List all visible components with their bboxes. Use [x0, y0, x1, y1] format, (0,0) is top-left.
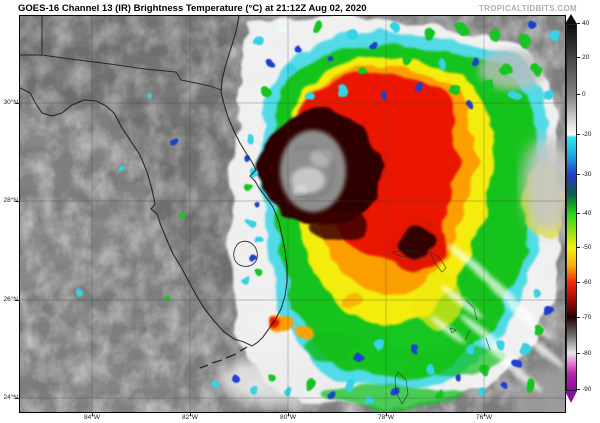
page-title: GOES-16 Channel 13 (IR) Brightness Tempe…: [18, 3, 367, 14]
colorbar-arrow-top: [565, 14, 577, 24]
lon-tick: [92, 412, 93, 416]
colorbar-tick-m80: -80: [576, 350, 592, 357]
lon-tick: [484, 412, 485, 416]
colorbar-tick-20: 20: [576, 54, 590, 61]
lat-lon-grid: [20, 16, 565, 412]
lon-label-82w: 82°W: [182, 414, 198, 421]
florida-keys: [199, 346, 248, 369]
lat-tick: [15, 398, 20, 399]
bahamas-outlines: [390, 249, 491, 405]
colorbar-tick-m90: -90: [576, 386, 592, 393]
colorbar-tick-0: 0: [577, 91, 586, 98]
colorbar-tick-40: 40: [576, 20, 590, 27]
colorbar-tick-m20: -20: [576, 131, 592, 138]
lat-label-30n: 30°N: [3, 99, 18, 106]
lon-label-80w: 80°W: [280, 414, 296, 421]
lon-label-76w: 76°W: [476, 414, 492, 421]
land-area: [20, 16, 287, 346]
lon-tick: [386, 412, 387, 416]
colorbar-gradient: [566, 24, 577, 391]
gray-cloud-patch: [479, 50, 547, 90]
lat-tick: [15, 201, 20, 202]
tropicaltidbits-watermark: TROPICALTIDBITS.COM: [479, 4, 577, 13]
satellite-map: [19, 15, 566, 413]
colorbar-arrow-bottom: [565, 391, 577, 403]
lat-label-24n: 24°N: [3, 394, 18, 401]
lat-label-28n: 28°N: [3, 197, 18, 204]
colorbar-tick-m30: -30: [576, 171, 592, 178]
satellite-ir-image: [20, 16, 565, 412]
lat-tick: [15, 300, 20, 301]
lat-tick: [15, 103, 20, 104]
colorbar-tick-m70: -70: [576, 314, 592, 321]
convective-speckles: [76, 21, 560, 405]
colorbar-tick-m40: -40: [576, 210, 592, 217]
lon-label-78w: 78°W: [378, 414, 394, 421]
colorbar-tick-m60: -60: [576, 279, 592, 286]
colorbar-tick-m50: -50: [576, 244, 592, 251]
lake-okeechobee-outline: [233, 240, 258, 267]
lat-label-26n: 26°N: [3, 296, 18, 303]
lon-label-84w: 84°W: [84, 414, 100, 421]
lon-tick: [288, 412, 289, 416]
coastlines: [20, 16, 288, 369]
storm-eye: [280, 130, 346, 212]
lon-tick: [190, 412, 191, 416]
